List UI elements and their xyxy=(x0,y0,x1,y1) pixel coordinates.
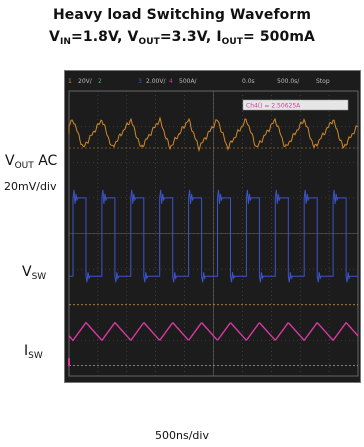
scope-grid xyxy=(68,90,359,377)
scope-header-text: 3 xyxy=(138,78,142,85)
oscilloscope-screen: 1 20V/2 3 2.00V/4 500A/0.0s 500.0s/Stop Ch4()… xyxy=(64,70,361,383)
scope-traces xyxy=(68,116,359,367)
scope-header-text: 0.0s xyxy=(242,78,255,85)
scope-header: 1 20V/2 3 2.00V/4 500A/0.0s 500.0s/Stop xyxy=(68,78,330,85)
scope-header-text: 4 xyxy=(169,78,173,85)
scope-header-text: Stop xyxy=(316,78,330,85)
measurement-text: Ch4() = 2.50625A xyxy=(246,103,301,110)
waveform-plot: 1 20V/2 3 2.00V/4 500A/0.0s 500.0s/Stop Ch4()… xyxy=(68,78,359,377)
scope-header-text: 20V/ xyxy=(78,78,93,85)
vout-ac-label: VOUT AC xyxy=(5,153,58,171)
scope-header-text: 500.0s/ xyxy=(277,78,300,85)
vout-ac-trace xyxy=(68,116,359,153)
scope-header-text: 1 xyxy=(68,78,72,85)
scope-header-text: 2.00V/ xyxy=(146,78,166,85)
scope-header-text: 500A/ xyxy=(179,78,198,85)
isw-channel-marker xyxy=(68,358,70,367)
scope-measurement: Ch4() = 2.50625A xyxy=(242,99,349,111)
scope-header-text: 2 xyxy=(98,78,102,85)
vout-scale-label: 20mV/div xyxy=(4,180,57,193)
vsw-label: VSW xyxy=(22,264,47,282)
chart-title: Heavy load Switching Waveform VIN=1.8V, … xyxy=(0,4,364,48)
measurement-box xyxy=(242,99,349,111)
x-scale-label: 500ns/div xyxy=(155,429,209,442)
isw-label: ISW xyxy=(24,343,43,361)
vsw-trace xyxy=(69,189,358,283)
title-line-1: Heavy load Switching Waveform xyxy=(52,7,312,23)
isw-trace xyxy=(68,321,359,342)
title-line-2: VIN=1.8V, VOUT=3.3V, IOUT= 500mA xyxy=(49,29,315,47)
